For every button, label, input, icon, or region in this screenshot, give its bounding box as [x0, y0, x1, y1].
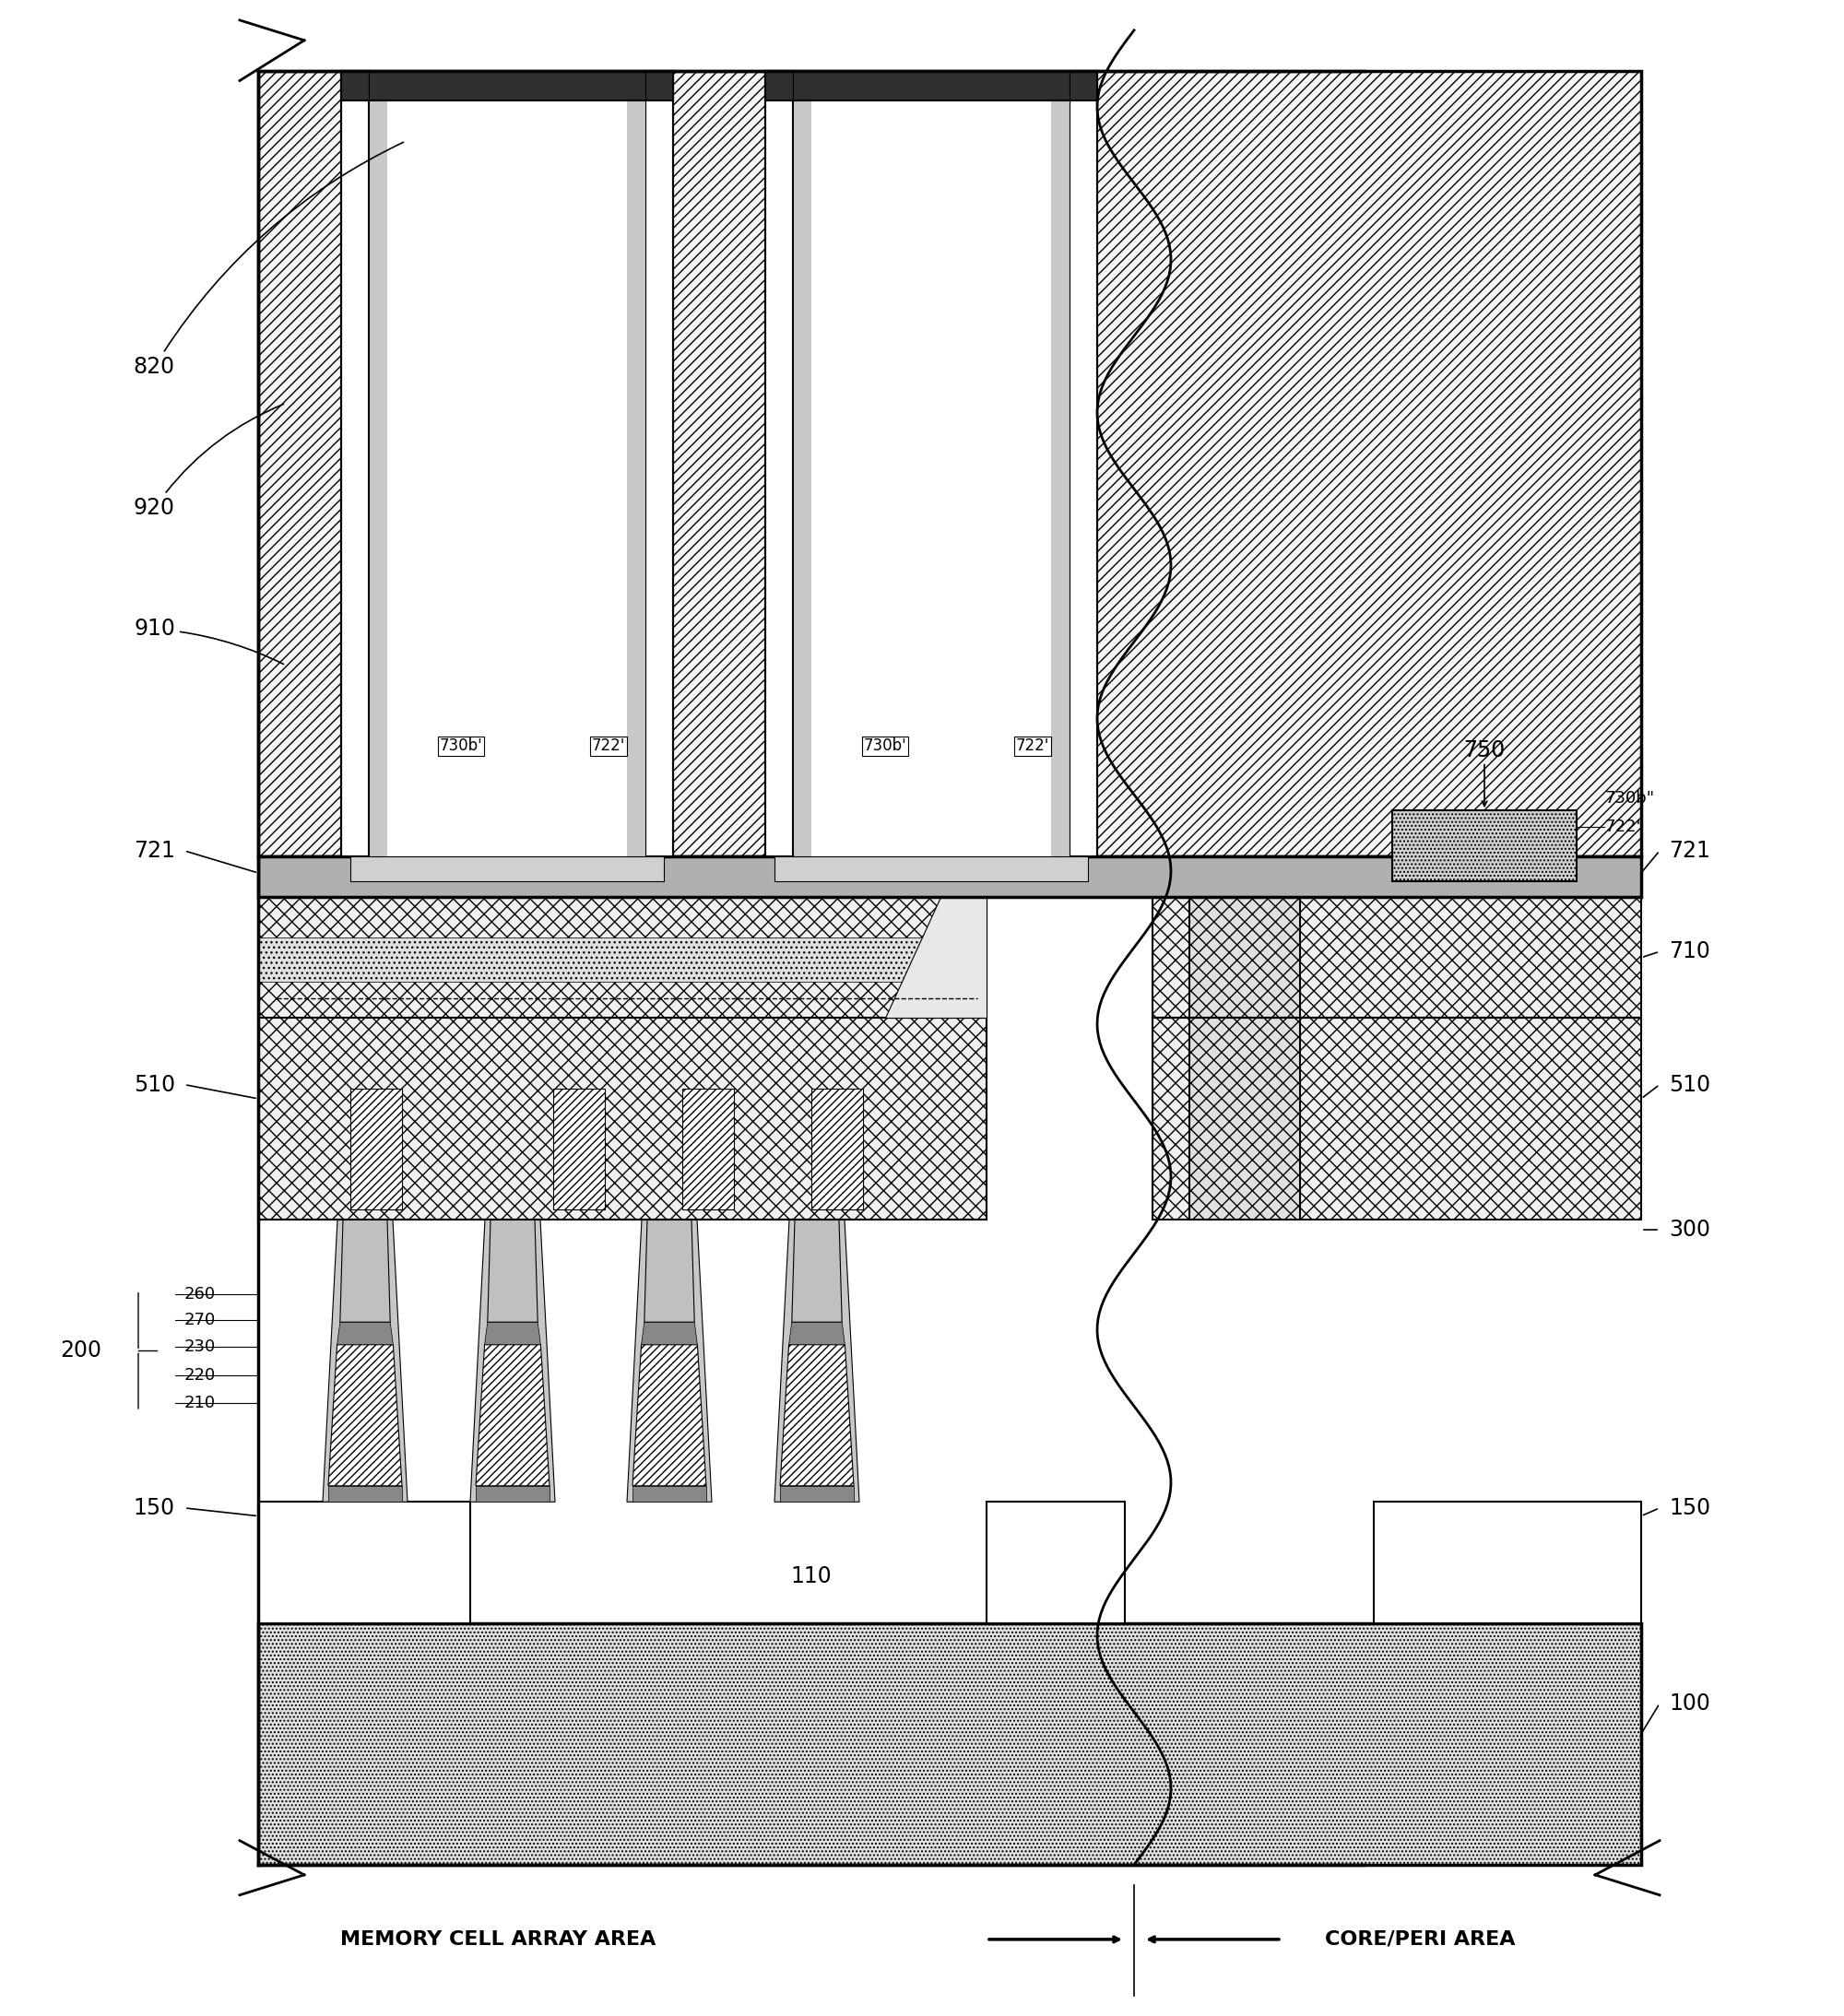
Bar	[553, 1089, 605, 1210]
Text: 820: 820	[133, 143, 404, 377]
Bar	[350, 857, 664, 881]
Bar	[258, 857, 1641, 897]
Polygon shape	[487, 1220, 538, 1322]
Text: MEMORY CELL ARRAY AREA: MEMORY CELL ARRAY AREA	[339, 1929, 656, 1949]
Bar	[1152, 1018, 1641, 1220]
Bar	[1392, 810, 1577, 881]
Bar	[476, 1486, 550, 1502]
Bar	[1374, 1502, 1641, 1623]
Text: 920: 920	[133, 403, 284, 518]
Text: 150: 150	[1669, 1498, 1711, 1518]
Text: 722': 722'	[1016, 738, 1049, 754]
Bar	[1189, 1018, 1300, 1220]
Bar	[780, 1486, 854, 1502]
Polygon shape	[885, 897, 987, 1018]
Text: 510: 510	[133, 1075, 175, 1095]
Polygon shape	[774, 1220, 859, 1502]
Text: 110: 110	[791, 1566, 832, 1587]
Text: 721: 721	[135, 841, 175, 861]
Text: 722': 722'	[592, 738, 625, 754]
Bar	[682, 1089, 734, 1210]
Text: 510: 510	[1669, 1075, 1711, 1095]
Polygon shape	[791, 1220, 843, 1322]
Text: 710: 710	[1669, 941, 1709, 962]
Bar	[1189, 897, 1300, 1018]
Bar	[328, 1486, 402, 1502]
Polygon shape	[642, 1322, 697, 1345]
Bar	[1152, 897, 1641, 1018]
Text: 150: 150	[133, 1498, 175, 1518]
Bar	[632, 1486, 706, 1502]
Polygon shape	[476, 1345, 550, 1486]
Text: 730b": 730b"	[1604, 790, 1654, 806]
Bar	[258, 71, 1641, 857]
Bar	[258, 937, 987, 982]
Bar	[811, 71, 1051, 857]
Bar	[765, 71, 1097, 101]
Text: 230: 230	[184, 1339, 216, 1355]
Text: 200: 200	[59, 1341, 101, 1361]
Bar	[811, 1089, 863, 1210]
Text: 721: 721	[1669, 841, 1709, 861]
Bar	[258, 897, 987, 1018]
Text: 300: 300	[1669, 1220, 1711, 1240]
Text: 730b': 730b'	[863, 738, 907, 754]
Text: 220: 220	[184, 1367, 216, 1383]
Bar	[1051, 71, 1070, 857]
Text: 210: 210	[184, 1395, 216, 1411]
Bar	[369, 71, 387, 857]
Bar	[774, 857, 1088, 881]
Bar	[987, 1502, 1125, 1623]
Bar	[341, 71, 369, 857]
Polygon shape	[644, 1220, 695, 1322]
Bar	[258, 1018, 987, 1220]
Text: 270: 270	[184, 1312, 216, 1329]
Text: 722": 722"	[1604, 818, 1643, 835]
Polygon shape	[627, 1220, 712, 1502]
Polygon shape	[337, 1322, 393, 1345]
Polygon shape	[485, 1322, 540, 1345]
Text: 750: 750	[1464, 740, 1505, 760]
Polygon shape	[339, 1220, 391, 1322]
Polygon shape	[789, 1322, 845, 1345]
Bar	[350, 1089, 402, 1210]
Bar	[387, 71, 627, 857]
Polygon shape	[328, 1345, 402, 1486]
Bar	[1070, 71, 1097, 857]
Polygon shape	[470, 1220, 555, 1502]
Bar	[258, 1502, 470, 1623]
Bar	[627, 71, 645, 857]
Text: 730b': 730b'	[439, 738, 483, 754]
Text: 100: 100	[1669, 1693, 1709, 1714]
Bar	[765, 71, 793, 857]
Polygon shape	[632, 1345, 706, 1486]
Bar	[645, 71, 673, 857]
Polygon shape	[323, 1220, 408, 1502]
Bar	[793, 71, 811, 857]
Text: 260: 260	[184, 1286, 216, 1302]
Text: 910: 910	[135, 619, 284, 663]
Bar	[258, 1623, 1641, 1865]
Bar	[341, 71, 673, 101]
Polygon shape	[780, 1345, 854, 1486]
Text: CORE/PERI AREA: CORE/PERI AREA	[1324, 1929, 1516, 1949]
